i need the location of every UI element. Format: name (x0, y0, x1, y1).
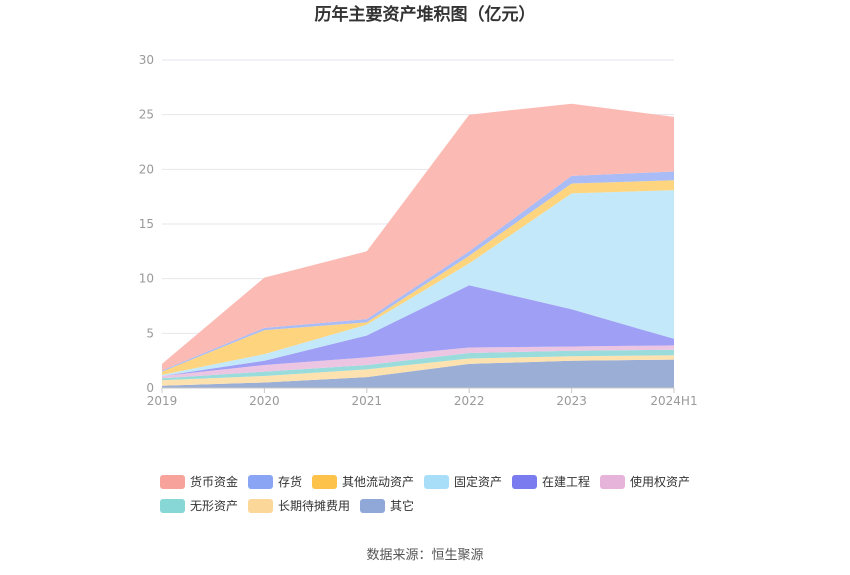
legend-label: 货币资金 (190, 474, 238, 489)
area-8 (162, 103, 674, 371)
x-tick-label: 2019 (147, 394, 178, 408)
y-tick-label: 0 (146, 381, 154, 395)
area-4 (162, 285, 674, 376)
legend-swatch (160, 475, 185, 489)
legend-label: 长期待摊费用 (278, 499, 350, 513)
x-tick-label: 2024H1 (650, 394, 697, 408)
area-series (162, 103, 674, 388)
y-tick-label: 5 (146, 326, 154, 340)
x-axis: 2019 2020 2021 2022 2023 2024H1 (147, 387, 698, 408)
legend-swatch (512, 475, 537, 489)
legend-item[interactable]: 在建工程 (512, 474, 590, 489)
legend-item[interactable]: 其它 (360, 498, 414, 513)
area-5 (162, 190, 674, 376)
x-tick-label: 2023 (556, 394, 587, 408)
legend-label: 固定资产 (454, 474, 502, 489)
legend-item[interactable]: 固定资产 (424, 474, 502, 489)
legend-label: 在建工程 (542, 474, 590, 489)
legend-swatch (248, 475, 273, 489)
legend-swatch (248, 499, 273, 513)
legend-item[interactable]: 无形资产 (160, 499, 238, 513)
legend-item[interactable]: 存货 (248, 474, 302, 489)
legend-label: 其它 (390, 498, 414, 513)
legend-item[interactable]: 长期待摊费用 (248, 499, 350, 513)
x-tick-label: 2020 (249, 394, 280, 408)
y-tick-label: 20 (139, 162, 154, 176)
x-tick-label: 2022 (454, 394, 485, 408)
legend-swatch (312, 475, 337, 489)
legend-item[interactable]: 使用权资产 (600, 474, 690, 489)
y-axis: 0 5 10 15 20 25 30 (139, 53, 154, 395)
area-2 (162, 349, 674, 381)
area-6 (162, 180, 674, 375)
y-tick-label: 30 (139, 53, 154, 67)
legend-swatch (600, 475, 625, 489)
area-3 (162, 345, 674, 379)
y-tick-label: 10 (139, 272, 154, 286)
x-tick-label: 2021 (352, 394, 383, 408)
y-tick-label: 25 (139, 108, 154, 122)
area-1 (162, 355, 674, 386)
legend-swatch (360, 499, 385, 513)
legend-swatch (424, 475, 449, 489)
legend-label: 其他流动资产 (342, 475, 414, 489)
legend-swatch (160, 499, 185, 513)
legend-label: 使用权资产 (630, 474, 690, 489)
legend-label: 存货 (278, 474, 302, 489)
area-0 (162, 359, 674, 388)
legend-item[interactable]: 货币资金 (160, 474, 238, 489)
y-tick-label: 15 (139, 217, 154, 231)
data-source: 数据来源：恒生聚源 (366, 548, 483, 563)
legend-item[interactable]: 其他流动资产 (312, 475, 414, 489)
chart-title: 历年主要资产堆积图（亿元） (315, 4, 536, 25)
legend-label: 无形资产 (190, 499, 238, 513)
